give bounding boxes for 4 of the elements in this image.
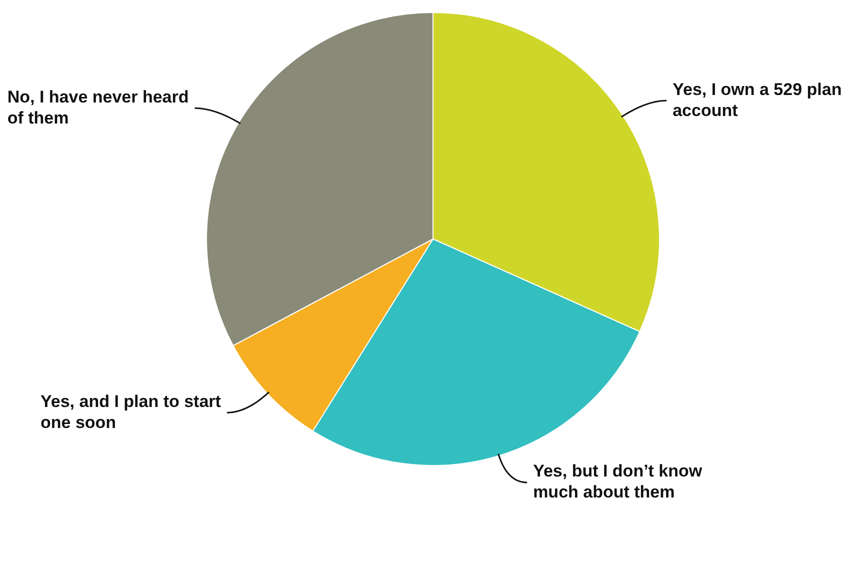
slice-label: Yes, but I don’t know much about them (533, 462, 703, 502)
slice-label: No, I have never heard of them (7, 87, 189, 128)
slice-label: Yes, I own a 529 plan account (672, 80, 842, 120)
slice-label: Yes, and I plan to start one soon (40, 392, 222, 432)
